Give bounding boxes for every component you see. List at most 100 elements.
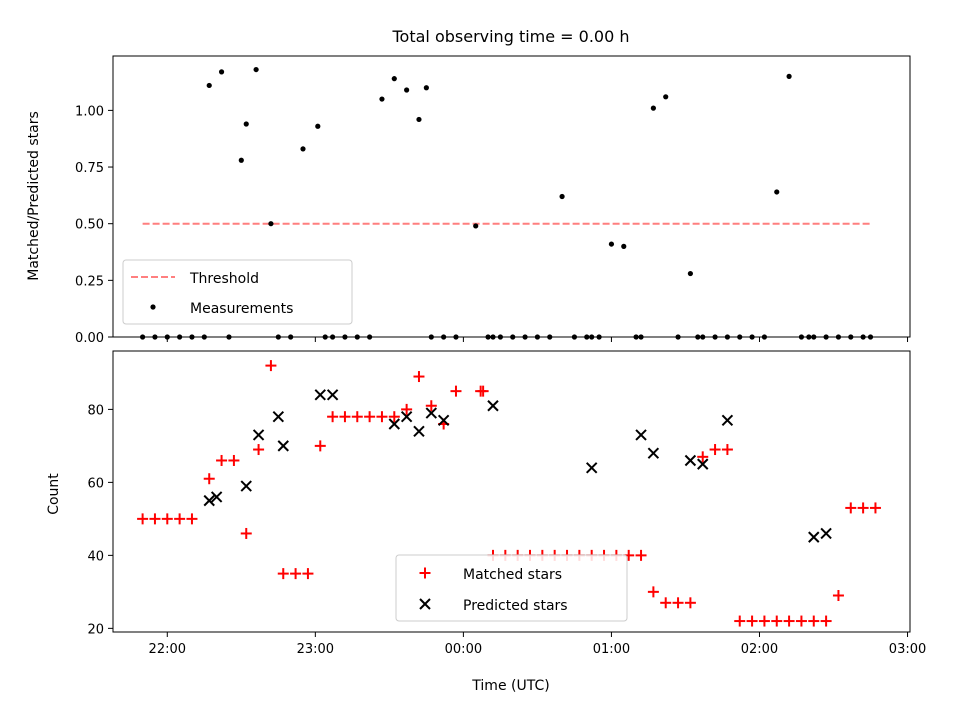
predicted-point: [585, 462, 598, 474]
y-tick-label: 0.75: [75, 161, 104, 176]
bottom-legend: Matched stars Predicted stars: [395, 554, 628, 622]
predicted-point: [635, 429, 647, 441]
predicted-point: [647, 447, 660, 459]
matched-point: [425, 400, 437, 412]
cross-stroke-b: [585, 462, 598, 474]
matched-point: [376, 411, 388, 423]
predicted-point: [388, 418, 401, 430]
matched-point: [302, 568, 314, 580]
measurement-point: [608, 241, 615, 247]
measurement-point: [300, 146, 306, 152]
y-tick-label: 0.50: [75, 218, 104, 233]
cross-stroke-b: [413, 425, 425, 437]
matched-point: [290, 568, 302, 580]
x-tick-label: 01:00: [593, 642, 630, 657]
cross-stroke-b: [419, 598, 431, 610]
matched-point: [697, 451, 709, 463]
cross-stroke-b: [252, 429, 265, 441]
y-tick-label: 20: [87, 622, 104, 637]
matched-point: [758, 615, 770, 627]
cross-stroke-b: [721, 414, 734, 427]
measurement-point: [391, 76, 397, 82]
measurement-point: [243, 121, 249, 127]
x-tick-label: 02:00: [741, 642, 778, 657]
predicted-point: [697, 458, 709, 470]
matched-point: [477, 385, 489, 397]
predicted-point: [400, 410, 413, 423]
top-legend: Threshold Measurements: [122, 259, 353, 325]
predicted-point: [684, 454, 697, 467]
cross-stroke-b: [647, 447, 660, 459]
matched-point: [721, 444, 733, 456]
legend-predicted-label: Predicted stars: [463, 598, 568, 614]
top-y-axis-label: Matched/Predicted stars: [26, 111, 42, 281]
predicted-point: [326, 389, 339, 401]
predicted-point: [487, 400, 499, 412]
cross-stroke-b: [210, 491, 223, 503]
predicted-point: [413, 425, 425, 437]
predicted-point: [277, 440, 289, 452]
matched-point: [660, 597, 672, 609]
cross-stroke-b: [684, 454, 697, 467]
cross-stroke-b: [203, 494, 215, 507]
cross-stroke-b: [487, 400, 499, 412]
predicted-point: [721, 414, 734, 427]
matched-point: [240, 527, 252, 539]
cross-stroke-b: [635, 429, 647, 441]
measurement-point: [379, 96, 385, 102]
matched-point: [339, 411, 351, 423]
bottom-legend-box: [395, 554, 628, 622]
cross-stroke-b: [808, 531, 820, 543]
measurement-point: [206, 82, 212, 89]
matched-point: [413, 371, 425, 383]
matched-point: [771, 615, 783, 627]
x-tick-label: 22:00: [149, 642, 186, 657]
y-tick-label: 0.00: [75, 331, 104, 346]
cross-stroke-b: [697, 458, 709, 470]
matched-point: [228, 454, 240, 466]
predicted-point: [252, 429, 265, 441]
measurement-point: [315, 123, 321, 129]
matched-point: [174, 513, 186, 525]
matched-point: [820, 615, 832, 627]
matched-point: [746, 615, 758, 627]
matched-point: [364, 411, 376, 423]
bottom-panel: 20 40 60 80 22:00 23:00 00:00 01:00 02:00 03:00 Ma…: [87, 350, 926, 657]
cross-stroke-b: [437, 414, 450, 427]
matched-point: [186, 513, 198, 525]
predicted-point: [314, 389, 326, 401]
measurement-point: [268, 221, 274, 227]
matched-point: [203, 473, 215, 485]
y-tick-label: 0.25: [75, 274, 104, 289]
measurement-point: [621, 243, 627, 249]
x-axis-label: Time (UTC): [471, 678, 549, 694]
bottom-axes-frame: [112, 350, 911, 633]
cross-stroke-b: [400, 410, 413, 423]
cross-stroke-b: [425, 407, 438, 419]
matched-point: [265, 360, 277, 372]
matched-point: [137, 513, 149, 525]
legend-matched-swatch: [419, 567, 431, 579]
matched-point: [808, 615, 820, 627]
top-legend-box: [122, 259, 353, 325]
matched-point: [450, 385, 462, 397]
y-tick-label: 80: [87, 403, 104, 418]
measurement-point: [238, 157, 244, 163]
legend-measurements-label: Measurements: [190, 301, 293, 317]
predicted-point: [437, 414, 450, 427]
matched-point: [845, 502, 857, 514]
matched-point: [253, 444, 265, 456]
matched-point: [672, 597, 684, 609]
measurement-point: [404, 87, 410, 93]
legend-threshold-label: Threshold: [189, 271, 259, 287]
legend-matched-label: Matched stars: [463, 567, 562, 583]
x-tick-label: 23:00: [297, 642, 334, 657]
matched-point: [314, 440, 326, 452]
matched-point: [401, 403, 413, 415]
y-tick-label: 1.00: [75, 104, 104, 119]
matched-point: [161, 513, 173, 525]
matched-point: [149, 513, 161, 525]
measurement-point: [559, 193, 565, 200]
matched-point: [832, 590, 844, 602]
